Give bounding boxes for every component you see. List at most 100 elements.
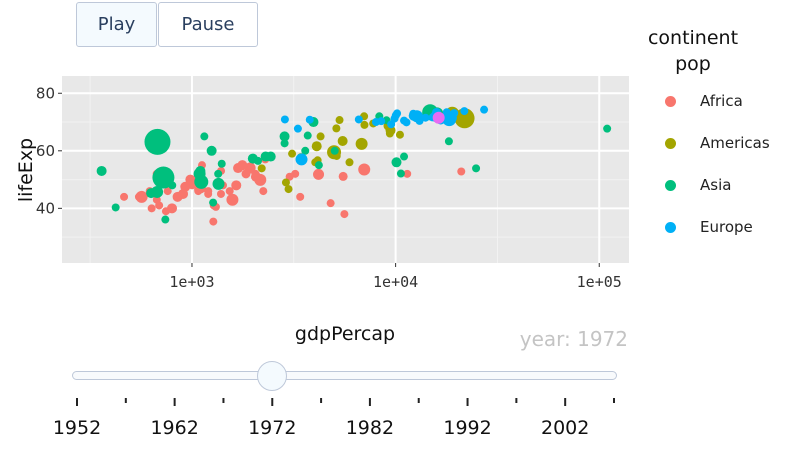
legend-item-europe[interactable]: Europe	[665, 217, 753, 237]
data-point	[214, 169, 223, 178]
data-point	[326, 199, 335, 208]
legend-swatch	[665, 221, 676, 233]
data-point	[409, 109, 418, 118]
y-axis-title: lifeExp	[15, 138, 37, 202]
legend-item-africa[interactable]: Africa	[665, 91, 743, 111]
year-slider-rail[interactable]	[72, 371, 617, 380]
legend-label: Europe	[700, 218, 753, 236]
data-point	[311, 141, 322, 152]
data-point	[450, 109, 459, 118]
data-point	[295, 153, 308, 166]
slider-tick-label: 1982	[346, 417, 394, 439]
slider-tick-label: 1992	[443, 417, 491, 439]
data-point	[332, 124, 341, 133]
data-point	[161, 215, 170, 224]
data-point	[395, 130, 404, 139]
data-point	[285, 172, 294, 181]
data-point	[237, 160, 248, 171]
y-axis-ticks: 40 60 80	[36, 84, 62, 217]
data-point	[457, 167, 466, 176]
data-point	[432, 111, 445, 124]
data-point	[111, 203, 120, 212]
data-point	[135, 190, 148, 203]
data-point	[284, 185, 293, 194]
data-point	[305, 115, 314, 124]
data-point	[216, 189, 225, 198]
data-point	[387, 120, 396, 129]
data-point	[144, 128, 171, 155]
data-point	[396, 169, 405, 178]
data-point	[212, 177, 225, 190]
legend-item-asia[interactable]: Asia	[665, 175, 731, 195]
data-point	[377, 117, 386, 126]
data-point	[209, 198, 218, 207]
data-point	[355, 137, 368, 150]
legend-label: Africa	[700, 92, 743, 110]
legend-title-line1: continent	[647, 27, 739, 49]
data-point	[193, 167, 206, 180]
legend-label: Americas	[700, 134, 770, 152]
data-point	[421, 113, 430, 122]
x-axis-ticks: 1e+03 1e+04 1e+05	[169, 263, 622, 291]
pause-button[interactable]: Pause	[158, 2, 258, 47]
data-point	[403, 169, 412, 178]
data-point	[259, 187, 268, 196]
data-point	[280, 139, 289, 148]
slider-tick-label: 2002	[541, 417, 589, 439]
legend-title: continent pop	[643, 25, 743, 77]
data-point	[480, 105, 489, 114]
x-tick-label: 1e+05	[577, 273, 622, 291]
legend-item-americas[interactable]: Americas	[665, 133, 770, 153]
legend-swatch	[665, 95, 676, 107]
data-point	[345, 158, 354, 167]
data-point	[167, 203, 178, 214]
data-point	[603, 124, 612, 133]
data-point	[360, 120, 369, 129]
data-point	[120, 192, 129, 201]
legend-label: Asia	[700, 176, 732, 194]
data-point	[206, 145, 217, 156]
legend-title-line2: pop	[675, 53, 711, 75]
data-point	[231, 180, 242, 191]
data-point	[96, 165, 107, 176]
data-point	[391, 157, 402, 168]
data-point	[314, 161, 323, 170]
data-point	[358, 163, 371, 176]
data-point	[172, 191, 183, 202]
data-point	[226, 193, 239, 206]
data-point	[204, 189, 213, 198]
data-point	[301, 146, 310, 155]
data-point	[313, 168, 325, 180]
data-point	[400, 152, 409, 161]
data-point	[200, 132, 209, 141]
data-point	[460, 107, 469, 116]
slider-tick-label: 1962	[150, 417, 198, 439]
y-tick-label: 80	[36, 84, 55, 102]
legend-swatch	[665, 179, 676, 191]
data-point	[340, 210, 349, 219]
data-point	[338, 171, 348, 181]
data-point	[152, 166, 175, 189]
x-tick-label: 1e+03	[169, 273, 214, 291]
slider-tick-label: 1972	[248, 417, 296, 439]
play-button[interactable]: Play	[76, 2, 157, 47]
data-points	[96, 104, 612, 226]
data-point	[209, 217, 218, 226]
data-point	[155, 201, 164, 210]
data-point	[280, 115, 289, 124]
data-point	[180, 181, 191, 192]
data-point	[293, 124, 302, 133]
data-point	[163, 187, 172, 196]
data-point	[390, 114, 399, 123]
data-point	[337, 136, 348, 147]
year-slider-grip[interactable]	[257, 361, 288, 391]
data-point	[251, 169, 260, 178]
current-year-label: year: 1972	[519, 327, 628, 351]
data-point	[303, 131, 312, 140]
data-point	[335, 116, 344, 125]
data-point	[247, 153, 258, 164]
slider-tick-label: 1952	[53, 417, 101, 439]
data-point	[454, 108, 475, 129]
data-point	[442, 108, 451, 117]
